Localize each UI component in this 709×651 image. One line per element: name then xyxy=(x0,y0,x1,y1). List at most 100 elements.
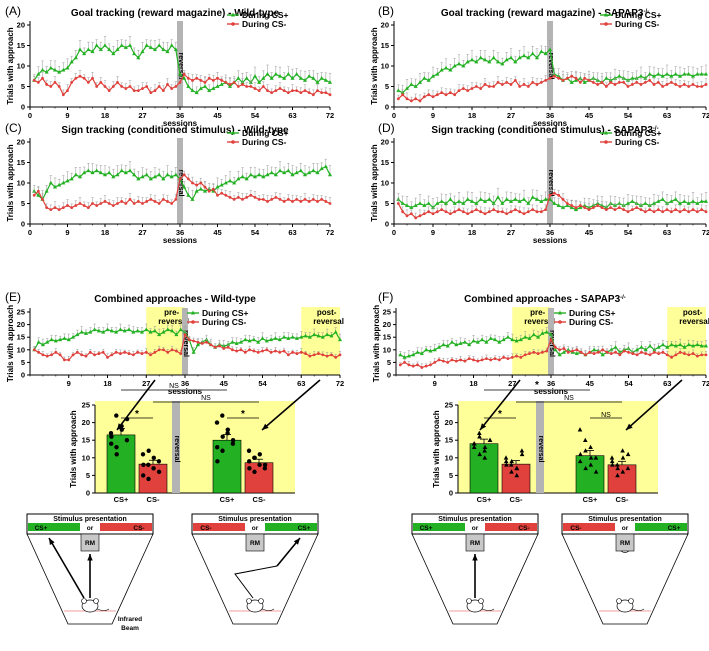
stimulus-right xyxy=(485,523,537,531)
data-point xyxy=(492,85,496,88)
data-point xyxy=(513,197,518,201)
data-point xyxy=(291,200,294,203)
data-point xyxy=(135,328,140,333)
subject-point xyxy=(503,458,509,464)
x-tick-label: 36 xyxy=(176,228,184,237)
data-point xyxy=(565,203,570,207)
data-point xyxy=(78,74,82,78)
data-point xyxy=(600,352,605,357)
data-point xyxy=(207,189,211,193)
data-point xyxy=(132,172,137,177)
data-point xyxy=(141,87,144,90)
mouse-icon xyxy=(466,598,495,613)
data-point xyxy=(474,85,478,88)
subject-point xyxy=(504,462,509,467)
data-point xyxy=(695,201,700,205)
data-point xyxy=(298,168,303,173)
stimulus-left-label: CS- xyxy=(200,525,211,532)
data-point xyxy=(487,210,491,214)
mouse-ear xyxy=(478,598,484,604)
data-point xyxy=(505,212,509,216)
legend-label: During CS- xyxy=(242,19,287,29)
data-point xyxy=(557,193,561,197)
data-point xyxy=(677,201,683,205)
data-point xyxy=(157,202,161,205)
subject-point xyxy=(146,462,151,468)
data-point xyxy=(269,337,274,342)
data-point xyxy=(207,76,211,80)
data-point xyxy=(402,355,407,359)
sig-label: NS xyxy=(201,395,211,402)
title-superscript: -/- xyxy=(653,126,659,132)
data-point xyxy=(169,174,174,179)
data-point xyxy=(235,349,239,353)
data-point xyxy=(261,75,266,80)
data-point xyxy=(82,204,86,207)
x-tick-label: 36 xyxy=(176,111,184,120)
data-point xyxy=(561,78,565,82)
data-point xyxy=(196,340,200,344)
data-point xyxy=(57,182,62,187)
subject-point xyxy=(109,441,114,446)
data-point xyxy=(648,78,652,82)
data-point xyxy=(252,174,258,179)
x-tick-label: 9 xyxy=(431,111,435,120)
data-point xyxy=(635,206,639,210)
data-point xyxy=(661,350,665,354)
data-point xyxy=(622,81,626,84)
data-point xyxy=(674,83,678,86)
data-point xyxy=(631,352,635,355)
data-point xyxy=(476,359,480,363)
subject-point xyxy=(124,438,130,443)
data-point xyxy=(152,47,158,52)
data-point xyxy=(218,344,221,348)
data-point xyxy=(66,89,69,92)
legend-label: During CS- xyxy=(569,317,614,327)
data-point xyxy=(669,73,674,78)
series-cs-minus xyxy=(32,170,332,212)
subject-point xyxy=(156,459,162,464)
data-point xyxy=(166,350,170,354)
data-point xyxy=(635,347,640,352)
data-point xyxy=(495,195,501,199)
data-point xyxy=(569,205,574,210)
data-point xyxy=(493,357,497,361)
data-point xyxy=(553,347,558,352)
data-point xyxy=(239,348,243,352)
sig-label: NS xyxy=(564,395,574,402)
data-point xyxy=(497,339,502,344)
x-tick-label: 27 xyxy=(138,111,146,120)
y-tick-label: 15 xyxy=(82,436,90,445)
beam-label: Infrared xyxy=(118,616,142,623)
data-point xyxy=(626,85,630,88)
legend-label: During CS- xyxy=(615,19,660,29)
mouse-body xyxy=(81,599,99,613)
data-point xyxy=(278,87,282,90)
phase-label: pre- xyxy=(164,308,179,317)
subject-point xyxy=(588,462,594,467)
arrow-head xyxy=(480,423,487,430)
stimulus-left xyxy=(413,523,465,531)
bar-category-label: CS- xyxy=(510,495,523,504)
subject-point xyxy=(509,469,514,474)
data-point xyxy=(174,349,178,353)
data-point xyxy=(521,53,527,58)
data-point xyxy=(613,208,617,212)
data-point xyxy=(682,344,687,349)
subject-point xyxy=(577,427,583,432)
data-point xyxy=(48,65,53,70)
data-point xyxy=(257,198,261,201)
subject-point xyxy=(257,452,262,457)
stimulus-left-label: CS- xyxy=(570,525,581,532)
data-point xyxy=(574,351,579,356)
subject-point xyxy=(514,465,520,471)
data-point xyxy=(522,83,526,86)
data-point xyxy=(49,85,53,88)
subject-point xyxy=(156,469,162,475)
arena-outline xyxy=(411,533,539,625)
data-point xyxy=(311,75,316,80)
data-point xyxy=(596,350,600,354)
data-point xyxy=(295,89,299,92)
data-point xyxy=(166,83,169,86)
subject-point xyxy=(503,455,509,460)
